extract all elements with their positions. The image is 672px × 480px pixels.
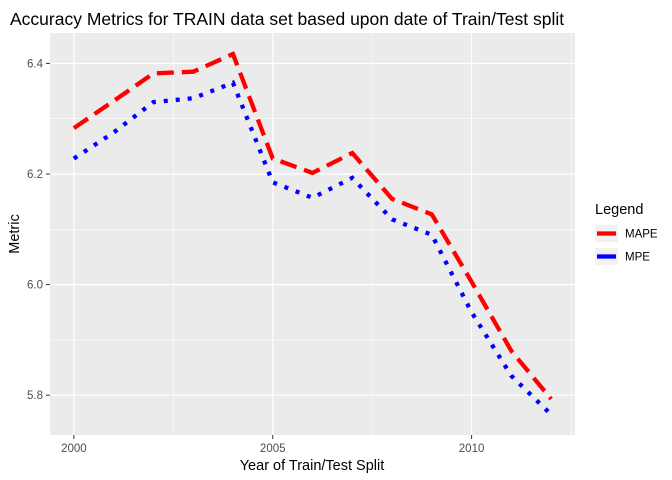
- series-lines: [72, 51, 553, 417]
- legend: Legend MAPE MPE: [595, 202, 658, 265]
- y-axis: 5.8 6.0 6.2 6.4: [27, 58, 50, 402]
- chart-title: Accuracy Metrics for TRAIN data set base…: [10, 9, 564, 29]
- x-tick-label: 2005: [260, 443, 286, 455]
- plot-panel: [50, 33, 575, 435]
- minor-gridlines: [50, 33, 575, 435]
- legend-title: Legend: [595, 202, 643, 218]
- y-tick-label: 5.8: [27, 390, 43, 402]
- x-tick-label: 2010: [459, 443, 485, 455]
- x-axis-title: Year of Train/Test Split: [240, 458, 385, 474]
- legend-item-mape: MAPE: [595, 225, 658, 242]
- legend-item-mpe: MPE: [595, 248, 650, 265]
- legend-label: MPE: [625, 252, 650, 264]
- series-line-mape: [72, 51, 553, 401]
- legend-label: MAPE: [625, 229, 658, 241]
- series-line-mpe: [72, 79, 553, 417]
- major-gridlines: [50, 33, 575, 435]
- y-tick-label: 6.2: [27, 169, 43, 181]
- y-tick-label: 6.4: [27, 58, 44, 70]
- y-axis-title: Metric: [7, 214, 23, 253]
- x-tick-label: 2000: [61, 443, 87, 455]
- y-tick-label: 6.0: [27, 280, 43, 292]
- x-axis: 2000 2005 2010: [61, 435, 484, 455]
